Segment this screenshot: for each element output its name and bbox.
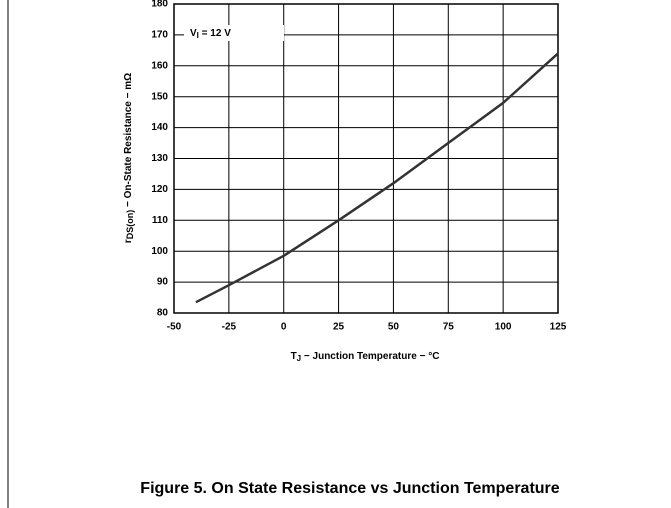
annotation-rest: = 12 V <box>199 28 231 39</box>
y-label-main: r <box>123 239 134 243</box>
x-label-main: T <box>291 351 297 362</box>
y-tick-label: 170 <box>151 30 168 41</box>
annotation-main: V <box>190 28 197 39</box>
annotation: VI = 12 V <box>190 28 231 40</box>
y-label-sub: DS(on) <box>125 210 135 240</box>
y-tick-label: 130 <box>151 153 168 164</box>
x-tick-label: 100 <box>495 322 512 333</box>
x-label-rest: − Junction Temperature − °C <box>301 351 439 362</box>
x-tick-label: 50 <box>388 322 400 333</box>
x-tick-label: 0 <box>281 322 287 333</box>
y-tick-label: 90 <box>157 277 169 288</box>
x-axis-label: TJ − Junction Temperature − °C <box>291 351 440 363</box>
x-tick-label: 75 <box>443 322 455 333</box>
x-tick-label: -25 <box>222 322 237 333</box>
plot-frame <box>173 3 559 314</box>
y-tick-label: 110 <box>152 215 169 226</box>
chart-title: Figure 5. On State Resistance vs Junctio… <box>140 480 559 497</box>
y-tick-label: 160 <box>151 60 168 71</box>
y-tick-label: 120 <box>151 184 168 195</box>
y-label-rest: − On-State Resistance − mΩ <box>123 73 134 210</box>
x-tick-label: -50 <box>167 322 182 333</box>
y-axis-label: rDS(on) − On-State Resistance − mΩ <box>123 73 136 243</box>
annotation-sub: I <box>197 31 199 40</box>
x-label-sub: J <box>297 354 301 363</box>
x-tick-label: 25 <box>333 322 345 333</box>
annotation-bg <box>184 25 284 41</box>
data-line <box>195 52 559 304</box>
y-tick-label: 80 <box>157 308 169 319</box>
x-tick-label: 125 <box>550 322 567 333</box>
y-tick-label: 100 <box>151 246 168 257</box>
y-tick-label: 180 <box>151 0 168 10</box>
y-tick-label: 150 <box>151 91 168 102</box>
y-tick-label: 140 <box>151 122 168 133</box>
